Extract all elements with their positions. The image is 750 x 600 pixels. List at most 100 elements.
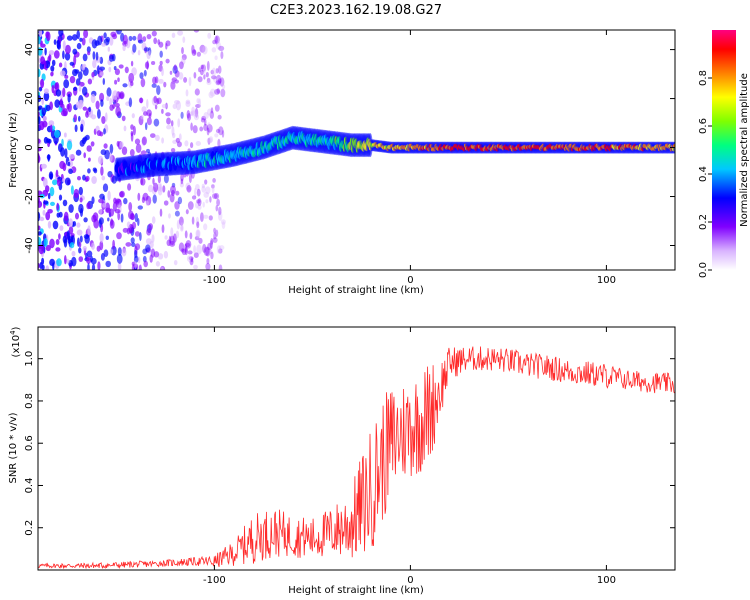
noise-speckle [155, 261, 160, 267]
noise-speckle [100, 149, 107, 156]
noise-speckle [122, 227, 129, 233]
noise-speckle [198, 237, 203, 244]
noise-speckle [121, 248, 127, 257]
noise-speckle [61, 110, 67, 117]
noise-speckle [42, 115, 48, 122]
noise-speckle [220, 88, 226, 98]
noise-speckle [194, 107, 199, 118]
snr-axes: -100 0 100 0.2 0.4 0.6 0.8 1.0 [24, 327, 675, 586]
noise-speckle [119, 191, 124, 198]
noise-speckle [64, 132, 67, 138]
noise-speckle [76, 222, 81, 228]
noise-speckle [195, 216, 199, 227]
noise-speckle [215, 128, 221, 134]
noise-speckle [109, 98, 113, 107]
noise-speckle [167, 190, 171, 198]
noise-speckle [188, 173, 192, 184]
noise-speckle [215, 229, 219, 237]
noise-speckle [54, 99, 60, 108]
noise-speckle [145, 200, 149, 206]
y-tick-label: 0 [24, 144, 35, 150]
noise-speckle [206, 127, 210, 136]
noise-speckle [48, 171, 54, 180]
noise-speckle [78, 85, 82, 92]
noise-speckle [206, 60, 210, 71]
noise-speckle [196, 199, 201, 204]
noise-speckle [152, 76, 157, 85]
noise-speckle [114, 79, 118, 85]
noise-speckle [109, 36, 114, 46]
noise-speckle [166, 239, 172, 247]
noise-speckle [180, 225, 184, 232]
noise-speckle [88, 157, 91, 162]
noise-speckle [215, 205, 219, 212]
noise-speckle [213, 192, 220, 200]
noise-speckle [132, 43, 137, 53]
y-tick-label: 0.8 [24, 393, 35, 409]
noise-speckle [146, 34, 152, 40]
noise-speckle [189, 232, 193, 240]
noise-speckle [45, 185, 50, 193]
noise-speckle [109, 104, 114, 111]
noise-speckle [68, 168, 73, 174]
noise-speckle [172, 103, 177, 110]
noise-speckle [134, 231, 140, 237]
noise-speckle [134, 261, 137, 269]
noise-speckle [86, 250, 93, 258]
noise-speckle [82, 106, 88, 111]
noise-speckle [175, 190, 180, 196]
x-tick-label: -100 [203, 275, 226, 286]
noise-speckle [173, 233, 177, 243]
noise-speckle [50, 201, 55, 206]
noise-speckle [169, 70, 173, 75]
noise-speckle [56, 258, 62, 267]
noise-speckle [47, 221, 52, 229]
noise-speckle [197, 198, 202, 207]
noise-speckle [219, 77, 225, 87]
noise-speckle [83, 217, 88, 223]
noise-speckle [38, 86, 43, 92]
noise-speckle [143, 260, 148, 268]
noise-speckle [64, 52, 71, 61]
noise-speckle [189, 111, 193, 116]
noise-speckle [186, 185, 192, 193]
noise-speckle [71, 256, 77, 267]
noise-speckle [140, 115, 144, 120]
noise-speckle [181, 57, 186, 65]
noise-speckle [174, 210, 180, 217]
noise-speckle [201, 115, 207, 121]
noise-speckle [185, 89, 189, 97]
y-tick-label: -20 [24, 188, 35, 204]
noise-speckle [63, 79, 70, 89]
noise-speckle [72, 34, 78, 41]
spectrogram-ylabel: Frequency (Hz) [8, 112, 19, 188]
noise-speckle [128, 202, 133, 212]
noise-speckle [43, 91, 50, 102]
noise-speckle [105, 112, 108, 122]
noise-speckle [179, 216, 184, 226]
noise-speckle [106, 95, 110, 101]
snr-panel: -100 0 100 0.2 0.4 0.6 0.8 1.0 Height of straig… [8, 326, 676, 596]
noise-speckle [38, 138, 41, 144]
noise-speckle [210, 238, 214, 245]
noise-speckle [161, 108, 164, 114]
noise-speckle [127, 183, 132, 191]
noise-speckle [194, 236, 200, 241]
noise-speckle [105, 202, 110, 213]
noise-speckle [195, 104, 201, 108]
noise-speckle [117, 77, 120, 82]
figure-title: C2E3.2023.162.19.08.G27 [270, 3, 442, 18]
noise-speckle [107, 190, 111, 201]
noise-speckle [203, 191, 209, 198]
noise-speckle [160, 266, 164, 270]
noise-speckle [215, 35, 218, 45]
noise-speckle [203, 112, 209, 119]
noise-speckle [196, 98, 200, 104]
noise-speckle [184, 243, 187, 253]
noise-speckle [38, 115, 41, 125]
noise-speckle [206, 124, 213, 133]
noise-speckle [119, 141, 124, 149]
noise-speckle [79, 235, 83, 243]
noise-speckle [186, 186, 192, 192]
